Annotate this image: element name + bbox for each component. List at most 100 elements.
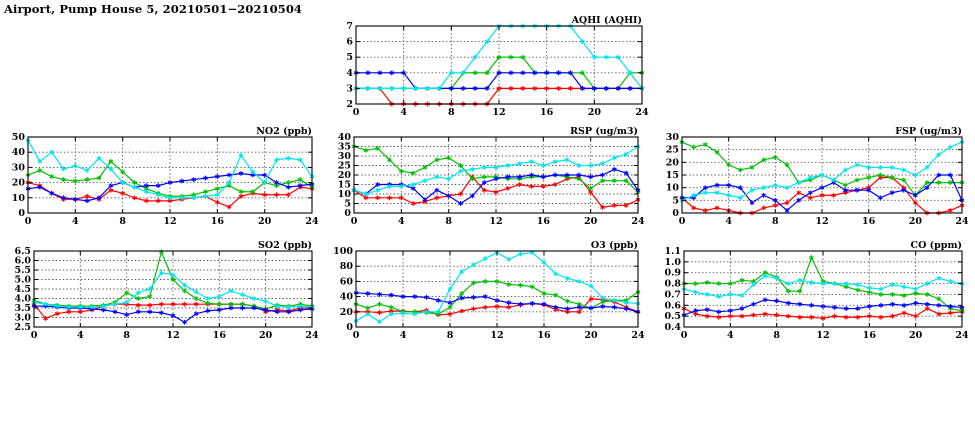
x-tick-label: 4 xyxy=(77,330,84,341)
chart-panel-fsp: FSP (ug/m3) 0 5 10 15 20 25 30 0 4 8 12 16 20 24 xyxy=(658,123,968,231)
x-tick-label: 24 xyxy=(955,330,968,341)
y-tick-label: 10 xyxy=(666,183,680,194)
y-tick-label: 50 xyxy=(12,132,26,143)
chart-panel-o3: O3 (ppb) 0 20 40 60 80 100 0 4 8 12 16 20 24 xyxy=(330,237,646,345)
y-tick-label: 20 xyxy=(340,307,354,318)
chart-o3: O3 (ppb) 0 20 40 60 80 100 0 4 8 12 16 20 24 xyxy=(333,240,645,341)
y-tick-label: 5.0 xyxy=(14,275,31,286)
chart-title-o3: O3 (ppb) xyxy=(591,240,638,251)
y-tick-label: 6.5 xyxy=(14,246,31,257)
x-tick-label: 8 xyxy=(772,216,779,227)
chart-title-aqhi: AQHI (AQHI) xyxy=(571,15,642,26)
series-markers-series3 xyxy=(679,172,965,213)
x-tick-label: 8 xyxy=(119,216,126,227)
x-tick-label: 8 xyxy=(123,330,130,341)
chart-title-rsp: RSP (ug/m3) xyxy=(570,126,638,137)
x-tick-label: 4 xyxy=(727,330,734,341)
x-tick-label: 12 xyxy=(166,330,179,341)
x-tick-label: 8 xyxy=(448,107,455,118)
x-tick-label: 12 xyxy=(815,216,828,227)
x-tick-label: 4 xyxy=(400,107,407,118)
y-tick-label: 6 xyxy=(346,37,353,48)
y-tick-label: 40 xyxy=(12,147,26,158)
x-tick-label: 4 xyxy=(725,216,732,227)
series-markers-series4 xyxy=(679,139,965,203)
x-tick-label: 24 xyxy=(305,330,319,341)
x-tick-label: 24 xyxy=(955,216,968,227)
series-markers-series3 xyxy=(31,303,315,325)
series-markers-series4 xyxy=(351,144,641,197)
y-tick-label: 100 xyxy=(333,246,353,257)
x-tick-label: 0 xyxy=(353,330,360,341)
y-tick-label: 3.0 xyxy=(14,313,31,324)
y-tick-label: 30 xyxy=(12,162,26,173)
y-tick-label: 0 xyxy=(344,208,351,219)
x-tick-label: 4 xyxy=(398,216,405,227)
y-tick-label: 35 xyxy=(338,142,351,153)
y-tick-label: 4 xyxy=(346,68,353,79)
chart-panel-so2: SO2 (ppb) 2.5 3.0 3.5 4.0 4.5 5.0 5.5 6.0 6.5 0 4 8 1… xyxy=(4,237,320,345)
x-tick-label: 8 xyxy=(445,216,452,227)
y-tick-label: 15 xyxy=(338,180,351,191)
x-tick-label: 12 xyxy=(490,330,503,341)
x-tick-label: 8 xyxy=(447,330,454,341)
y-tick-label: 0.9 xyxy=(664,268,681,279)
x-tick-label: 0 xyxy=(679,216,686,227)
x-tick-label: 0 xyxy=(353,107,360,118)
y-tick-label: 1.0 xyxy=(664,257,681,268)
x-tick-label: 20 xyxy=(258,216,272,227)
x-tick-label: 12 xyxy=(816,330,829,341)
y-tick-label: 0.5 xyxy=(664,311,681,322)
series-markers-series3 xyxy=(25,171,315,204)
series-markers-series3 xyxy=(681,297,965,318)
y-tick-label: 20 xyxy=(338,170,352,181)
chart-so2: SO2 (ppb) 2.53.03.54.04.55.05.56.06.5 0 4 8 1… xyxy=(14,240,319,341)
chart-panel-rsp: RSP (ug/m3) 0 5 10 15 20 25 30 35 40 0 4 8 12 16 20 24 xyxy=(330,123,646,231)
y-tick-label: 4.5 xyxy=(14,284,31,295)
y-tick-label: 10 xyxy=(12,193,26,204)
y-tick-label: 15 xyxy=(666,170,679,181)
y-tick-label: 25 xyxy=(338,161,351,172)
y-tick-label: 0.7 xyxy=(664,289,681,300)
y-tick-label: 40 xyxy=(338,132,352,143)
chart-co: CO (ppm) 0.40.50.60.70.80.91.01.1 0 4 8 12 16 2… xyxy=(664,240,968,341)
y-tick-label: 0.4 xyxy=(664,322,681,333)
x-tick-label: 20 xyxy=(909,330,923,341)
y-tick-label: 1.1 xyxy=(664,246,681,257)
y-tick-label: 3.5 xyxy=(14,303,31,314)
chart-title-fsp: FSP (ug/m3) xyxy=(895,126,962,137)
x-tick-label: 12 xyxy=(489,216,502,227)
y-tick-label: 5 xyxy=(346,52,353,63)
series-markers-series4 xyxy=(25,137,315,201)
x-tick-label: 16 xyxy=(862,216,876,227)
page-title: Airport, Pump House 5, 20210501−20210504 xyxy=(4,2,303,16)
x-tick-label: 24 xyxy=(631,216,645,227)
y-tick-label: 5 xyxy=(672,195,679,206)
x-tick-label: 24 xyxy=(631,330,645,341)
y-tick-label: 6.0 xyxy=(14,256,31,267)
y-tick-label: 0.6 xyxy=(664,300,681,311)
x-tick-label: 12 xyxy=(163,216,176,227)
y-tick-label: 3 xyxy=(346,83,353,94)
x-tick-label: 20 xyxy=(588,107,602,118)
x-tick-label: 16 xyxy=(213,330,227,341)
y-tick-label: 0 xyxy=(18,208,25,219)
x-tick-label: 4 xyxy=(72,216,79,227)
x-tick-label: 16 xyxy=(537,330,551,341)
y-tick-label: 7 xyxy=(346,21,353,32)
chart-title-so2: SO2 (ppb) xyxy=(258,240,312,251)
x-tick-label: 16 xyxy=(863,330,877,341)
y-tick-label: 20 xyxy=(666,157,680,168)
x-tick-label: 20 xyxy=(584,330,598,341)
x-tick-label: 20 xyxy=(909,216,923,227)
y-tick-label: 5.5 xyxy=(14,265,31,276)
x-tick-label: 24 xyxy=(635,107,649,118)
y-tick-label: 60 xyxy=(340,276,354,287)
x-tick-label: 0 xyxy=(351,216,358,227)
chart-title-co: CO (ppm) xyxy=(911,240,962,251)
x-tick-label: 16 xyxy=(211,216,225,227)
y-tick-label: 25 xyxy=(666,145,679,156)
chart-aqhi: AQHI (AQHI) 2 3 4 5 6 7 0 4 8 12 16 20 24 xyxy=(346,15,649,118)
y-tick-label: 20 xyxy=(12,178,26,189)
x-tick-label: 20 xyxy=(259,330,273,341)
